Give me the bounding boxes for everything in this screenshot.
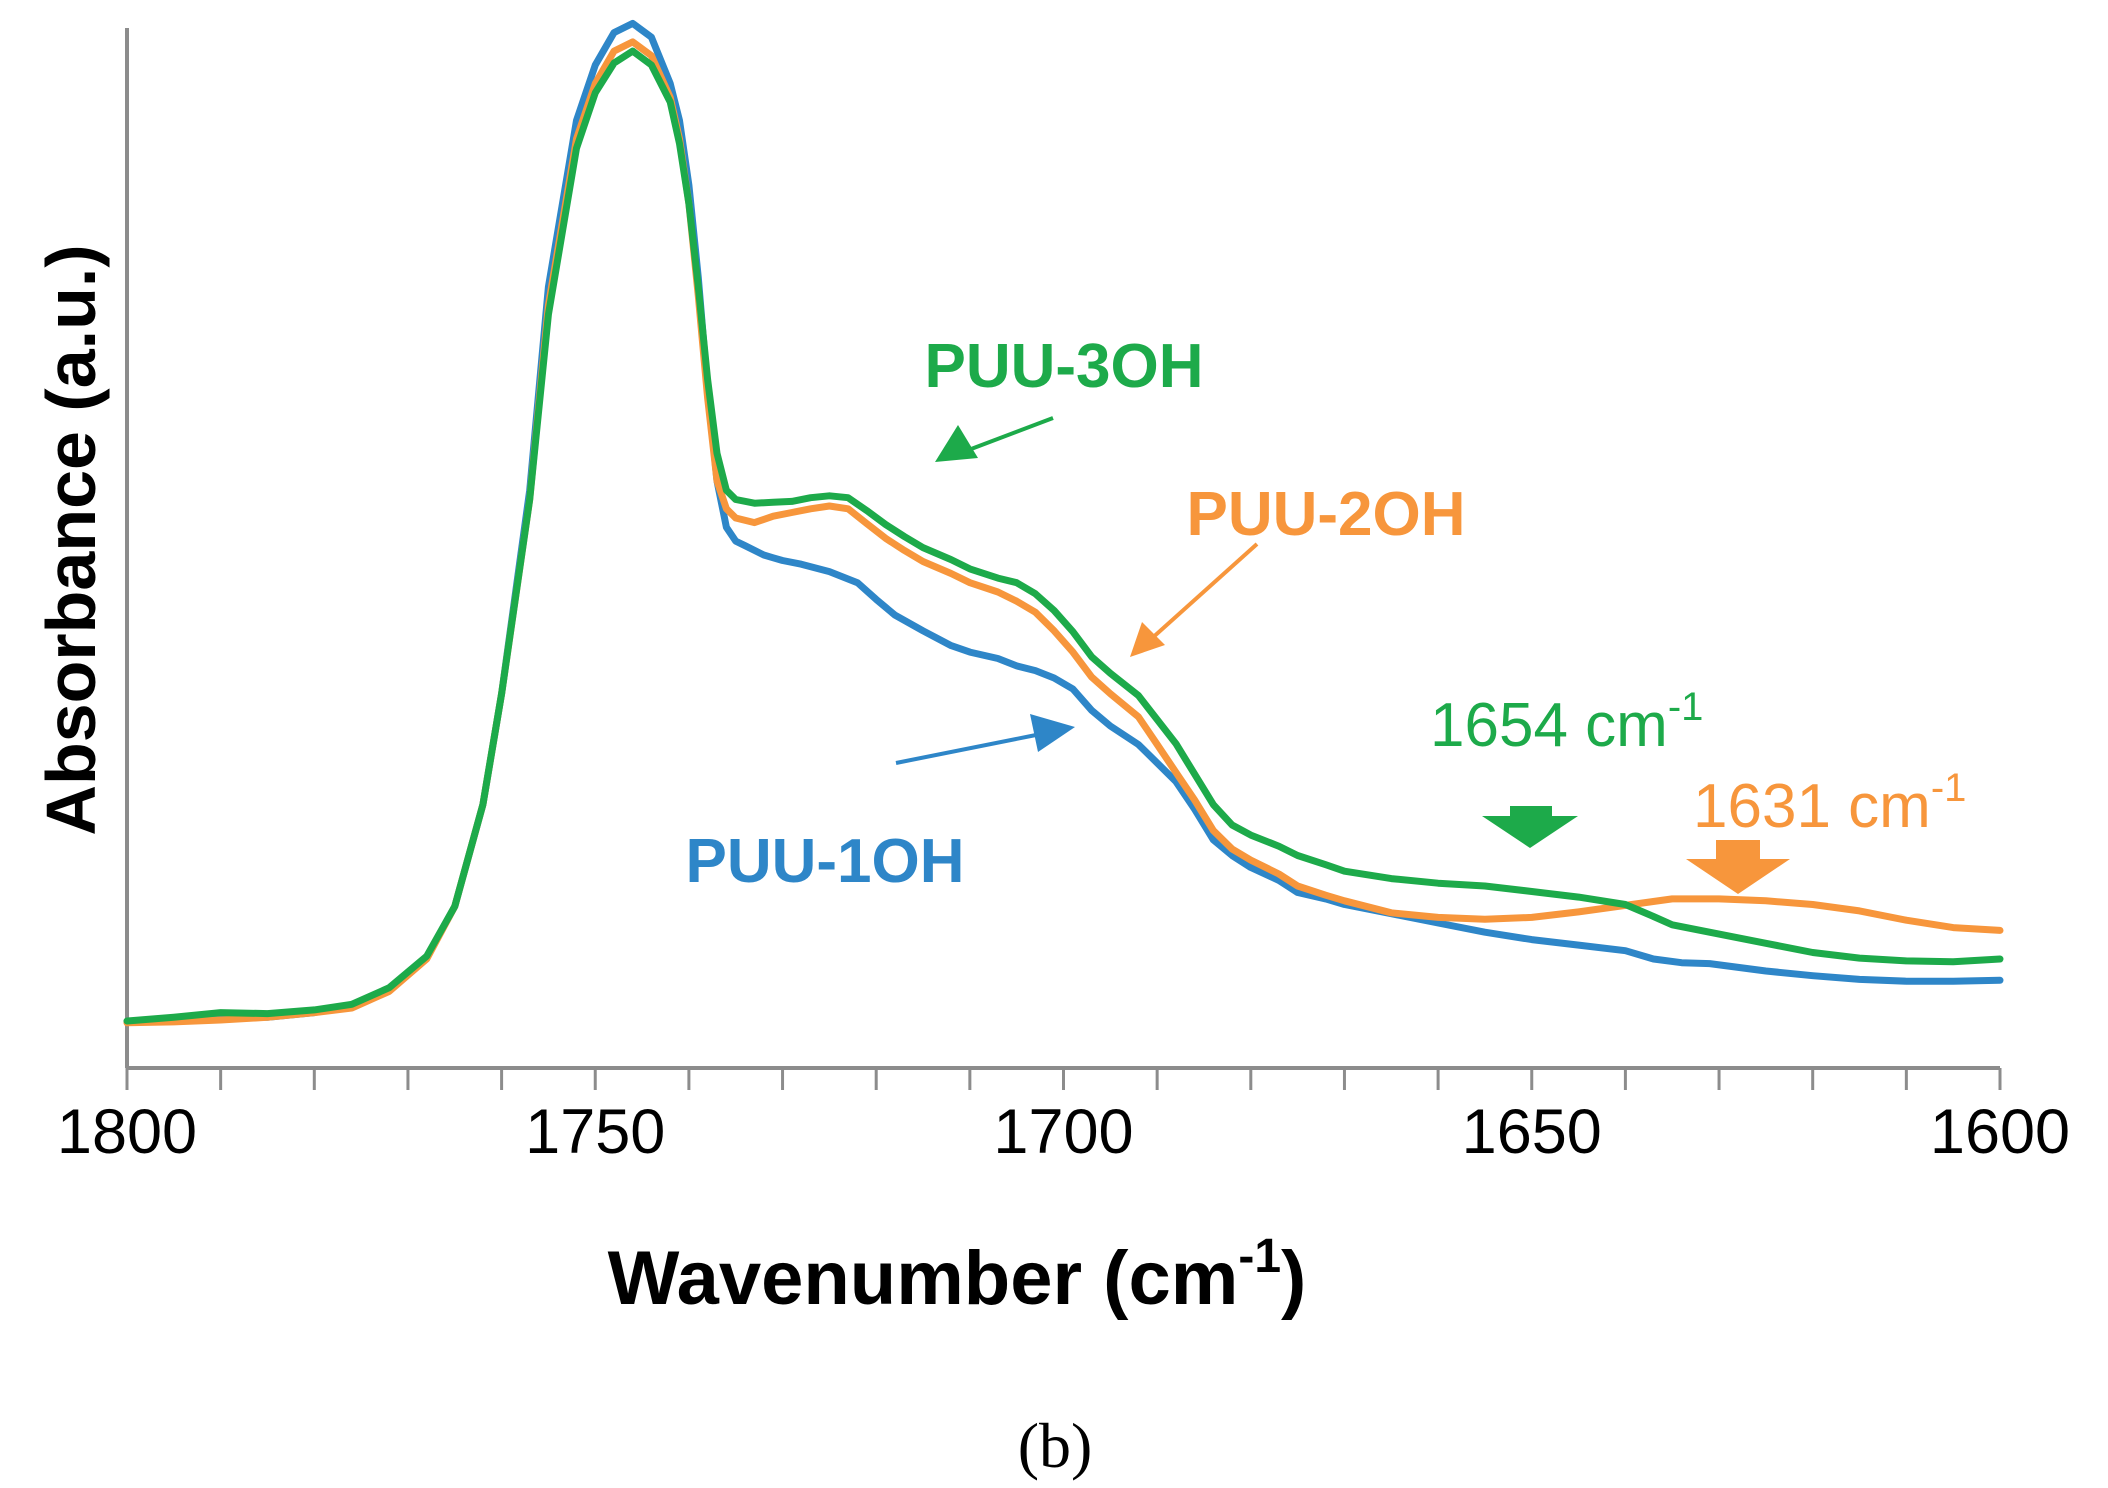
series-layer [123, 19, 2004, 1027]
series-label-puu-1oh: PUU-1OH [685, 827, 964, 896]
x-tick-label: 1700 [993, 1097, 1133, 1167]
series-label-puu-2oh: PUU-2OH [1186, 480, 1465, 549]
series-line-puu-3oh [123, 47, 2004, 1025]
x-tick-labels: 1800 1750 1700 1650 1600 [57, 1097, 2070, 1167]
series-label-puu-3oh: PUU-3OH [924, 332, 1203, 401]
band-arrow-1631 [1686, 840, 1790, 894]
x-axis-title-close: ) [1281, 1236, 1306, 1321]
y-axis-title: Absorbance (a.u.) [32, 244, 110, 835]
x-tick-label: 1750 [525, 1097, 665, 1167]
x-tick-label: 1650 [1462, 1097, 1602, 1167]
x-axis-title: Wavenumber (cm-1) [608, 1230, 1307, 1321]
x-tick-label: 1600 [1930, 1097, 2070, 1167]
figure-caption: (b) [1018, 1410, 1093, 1481]
annotation-1631: 1631 cm-1 [1693, 766, 1966, 841]
arrow-puu-3oh-head [935, 425, 978, 462]
x-tick-label: 1800 [57, 1097, 197, 1167]
arrow-puu-2oh [1148, 542, 1259, 642]
x-axis-title-superscript: -1 [1238, 1230, 1281, 1283]
arrow-puu-1oh-head [1030, 714, 1075, 752]
x-minor-ticks [125, 1068, 2002, 1090]
arrow-puu-1oh [895, 733, 1037, 765]
arrow-puu-2oh-head [1130, 622, 1165, 657]
annotation-1654: 1654 cm-1 [1430, 685, 1703, 760]
band-arrow-1654 [1482, 806, 1578, 848]
